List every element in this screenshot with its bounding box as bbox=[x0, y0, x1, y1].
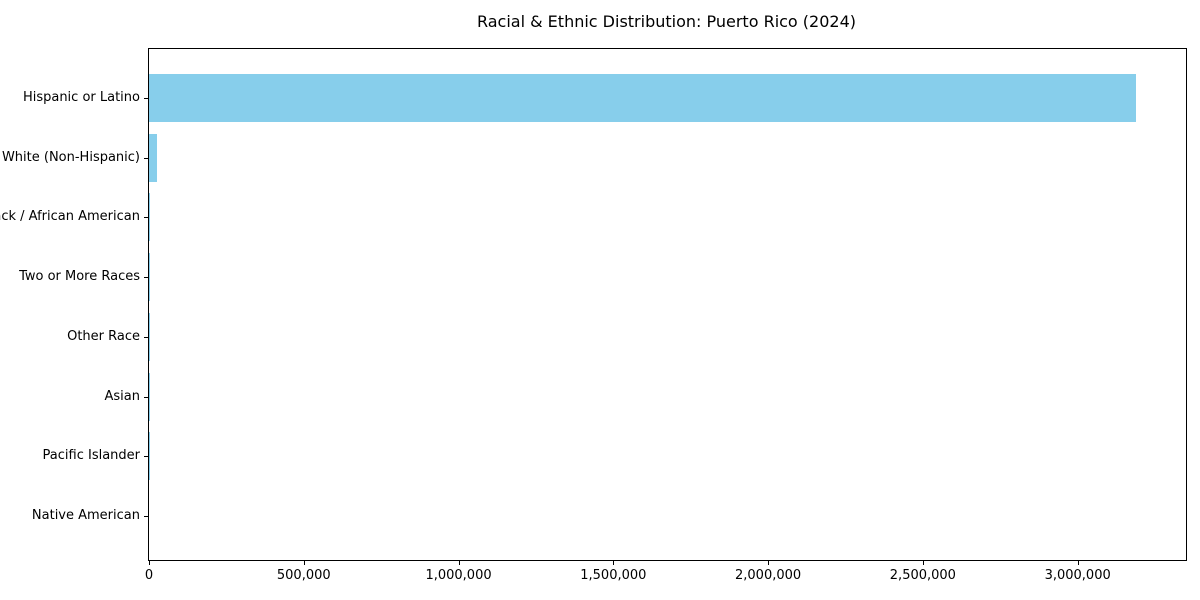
x-tick-mark bbox=[768, 561, 770, 565]
y-tick-mark bbox=[144, 277, 148, 279]
x-tick-label: 3,000,000 bbox=[1044, 568, 1111, 583]
y-tick-label-two-or-more-races: Two or More Races bbox=[19, 269, 140, 285]
y-tick-mark bbox=[144, 217, 148, 219]
x-tick-mark bbox=[1077, 561, 1079, 565]
x-tick-mark bbox=[149, 561, 150, 565]
y-tick-label-other-race: Other Race bbox=[67, 328, 140, 344]
x-tick-mark bbox=[458, 561, 460, 565]
y-tick-label-asian: Asian bbox=[104, 388, 140, 404]
y-tick-mark bbox=[144, 396, 148, 398]
y-tick-mark bbox=[144, 336, 148, 338]
bar-white-non-hispanic bbox=[149, 133, 158, 182]
x-tick-label: 1,000,000 bbox=[425, 568, 492, 583]
x-tick-mark bbox=[922, 561, 924, 565]
bar-black-african-american bbox=[149, 193, 151, 242]
y-tick-label-native-american: Native American bbox=[31, 508, 140, 523]
y-tick-label-white-non-hispanic: White (Non-Hispanic) bbox=[1, 149, 140, 165]
x-tick-label: 500,000 bbox=[276, 568, 331, 583]
y-tick-mark bbox=[144, 516, 148, 517]
x-tick-label: 2,500,000 bbox=[889, 568, 956, 583]
x-tick-mark bbox=[613, 561, 615, 565]
y-tick-label-pacific-islander: Pacific Islander bbox=[42, 448, 140, 464]
x-tick-label: 1,500,000 bbox=[580, 568, 647, 583]
y-tick-mark bbox=[144, 98, 148, 99]
plot-area: Hispanic or Latino White (Non-Hispanic) Bl… bbox=[0, 48, 1187, 583]
y-tick-label-hispanic-or-latino: Hispanic or Latino bbox=[22, 90, 140, 105]
bar-hispanic-or-latino bbox=[149, 74, 1137, 122]
chart-title: Racial & Ethnic Distribution: Puerto Ric… bbox=[476, 12, 857, 31]
bar-two-or-more-races bbox=[149, 253, 150, 302]
x-tick-label: 2,000,000 bbox=[735, 568, 802, 583]
bar-other-race bbox=[149, 312, 150, 361]
y-tick-mark bbox=[144, 157, 148, 159]
x-tick-mark bbox=[303, 561, 305, 565]
x-tick-label: 0 bbox=[144, 568, 154, 583]
y-tick-label-black-african-american: Black / African American bbox=[0, 209, 140, 225]
y-tick-mark bbox=[144, 456, 148, 458]
